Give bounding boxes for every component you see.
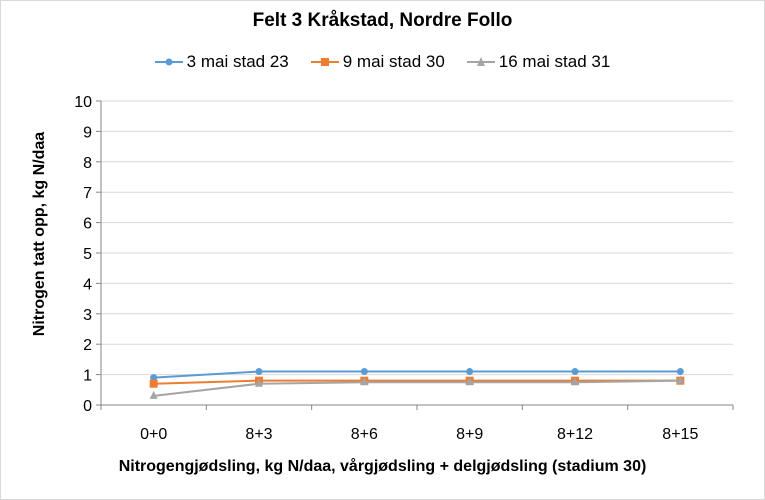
data-point (571, 368, 579, 376)
legend-marker-icon (310, 58, 339, 66)
legend-label: 9 mai stad 30 (342, 52, 445, 71)
y-tick-label: 6 (83, 216, 92, 233)
data-point (255, 368, 263, 376)
data-point (571, 377, 579, 386)
legend: 3 mai stad 23 9 mai stad 30 16 mai stad 31 (0, 52, 765, 72)
legend-item: 3 mai stad 23 (154, 52, 289, 72)
data-point (149, 390, 158, 399)
series-line-3 (153, 379, 681, 397)
x-tick-label: 8+12 (557, 426, 593, 443)
x-tick-label: 8+9 (456, 426, 483, 443)
data-point (150, 374, 158, 382)
legend-marker-icon (154, 58, 183, 66)
data-point (676, 375, 685, 384)
y-tick-label: 2 (83, 337, 92, 354)
x-tick-label: 0+0 (140, 426, 167, 443)
y-tick-label: 5 (83, 246, 92, 263)
series-line-2 (153, 379, 681, 385)
y-tick-label: 3 (83, 307, 92, 324)
x-tick-label: 8+3 (245, 426, 272, 443)
y-tick-label: 7 (83, 185, 92, 202)
data-point (465, 377, 474, 386)
y-tick-label: 4 (83, 276, 92, 293)
legend-label: 3 mai stad 23 (186, 52, 289, 71)
data-point (360, 377, 369, 386)
x-tick-label: 8+15 (662, 426, 698, 443)
legend-label: 16 mai stad 31 (498, 52, 611, 71)
legend-item: 9 mai stad 30 (310, 52, 445, 72)
legend-item: 16 mai stad 31 (466, 52, 611, 72)
data-point (466, 368, 474, 376)
series-line-1 (153, 370, 681, 379)
legend-marker-icon (466, 57, 495, 66)
x-tick-label: 8+6 (351, 426, 378, 443)
y-tick-label: 1 (83, 368, 92, 385)
data-point (360, 368, 368, 376)
y-tick-label: 9 (83, 124, 92, 141)
x-axis-label: Nitrogengjødsling, kg N/daa, vårgjødslin… (118, 458, 647, 475)
y-tick-label: 0 (83, 398, 92, 415)
y-tick-label: 8 (83, 155, 92, 172)
chart-title: Felt 3 Kråkstad, Nordre Follo (252, 10, 513, 31)
data-point (149, 379, 158, 388)
data-point (676, 368, 684, 376)
data-point (255, 378, 263, 387)
y-tick-label: 10 (74, 94, 92, 111)
